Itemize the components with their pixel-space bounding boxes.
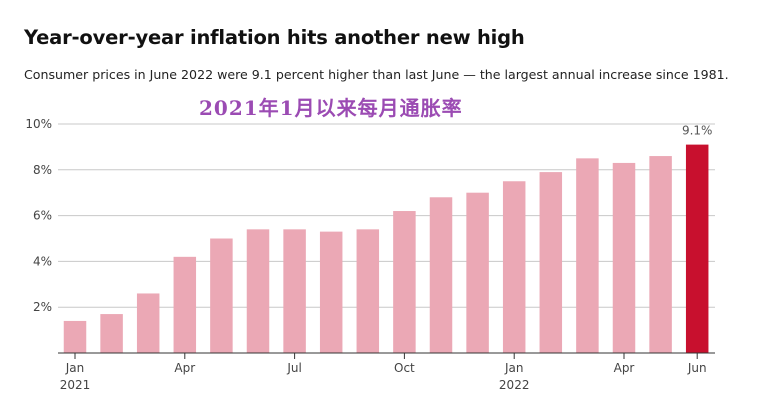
- x-tick-year-label: 2021: [60, 378, 91, 392]
- x-tick-label: Oct: [394, 361, 415, 375]
- y-tick-label: 6%: [33, 209, 52, 223]
- x-tick-label: Jul: [286, 361, 301, 375]
- bar: [356, 229, 380, 353]
- bar: [429, 197, 453, 353]
- bar: [576, 158, 599, 353]
- bar: [136, 293, 160, 353]
- bar: [466, 192, 489, 353]
- bar: [173, 256, 197, 353]
- y-tick-label: 8%: [33, 163, 52, 177]
- chart-title: Year-over-year inflation hits another ne…: [24, 26, 525, 49]
- overlay-caption: 2021年1月以来每月通胀率: [199, 96, 463, 120]
- y-tick-label: 2%: [33, 300, 52, 314]
- x-tick-label: Apr: [174, 361, 195, 375]
- x-tick-label: Jan: [65, 361, 85, 375]
- x-tick-label: Jun: [687, 361, 707, 375]
- bar: [539, 172, 563, 353]
- chart-subtitle: Consumer prices in June 2022 were 9.1 pe…: [24, 67, 729, 82]
- bar: [319, 231, 343, 353]
- bar: [63, 320, 87, 353]
- x-tick-label: Jan: [504, 361, 524, 375]
- x-tick-year-label: 2022: [499, 378, 530, 392]
- bar: [612, 162, 636, 353]
- bar: [210, 238, 233, 353]
- y-tick-label: 10%: [25, 117, 52, 131]
- bar: [649, 156, 672, 353]
- bar: [502, 181, 526, 353]
- bar-highlight: [685, 144, 709, 353]
- bar: [100, 314, 123, 353]
- x-tick-label: Apr: [614, 361, 635, 375]
- bar: [393, 211, 416, 353]
- bar: [246, 229, 270, 353]
- value-label: 9.1%: [682, 124, 713, 138]
- bar: [283, 229, 306, 353]
- y-tick-label: 4%: [33, 254, 52, 268]
